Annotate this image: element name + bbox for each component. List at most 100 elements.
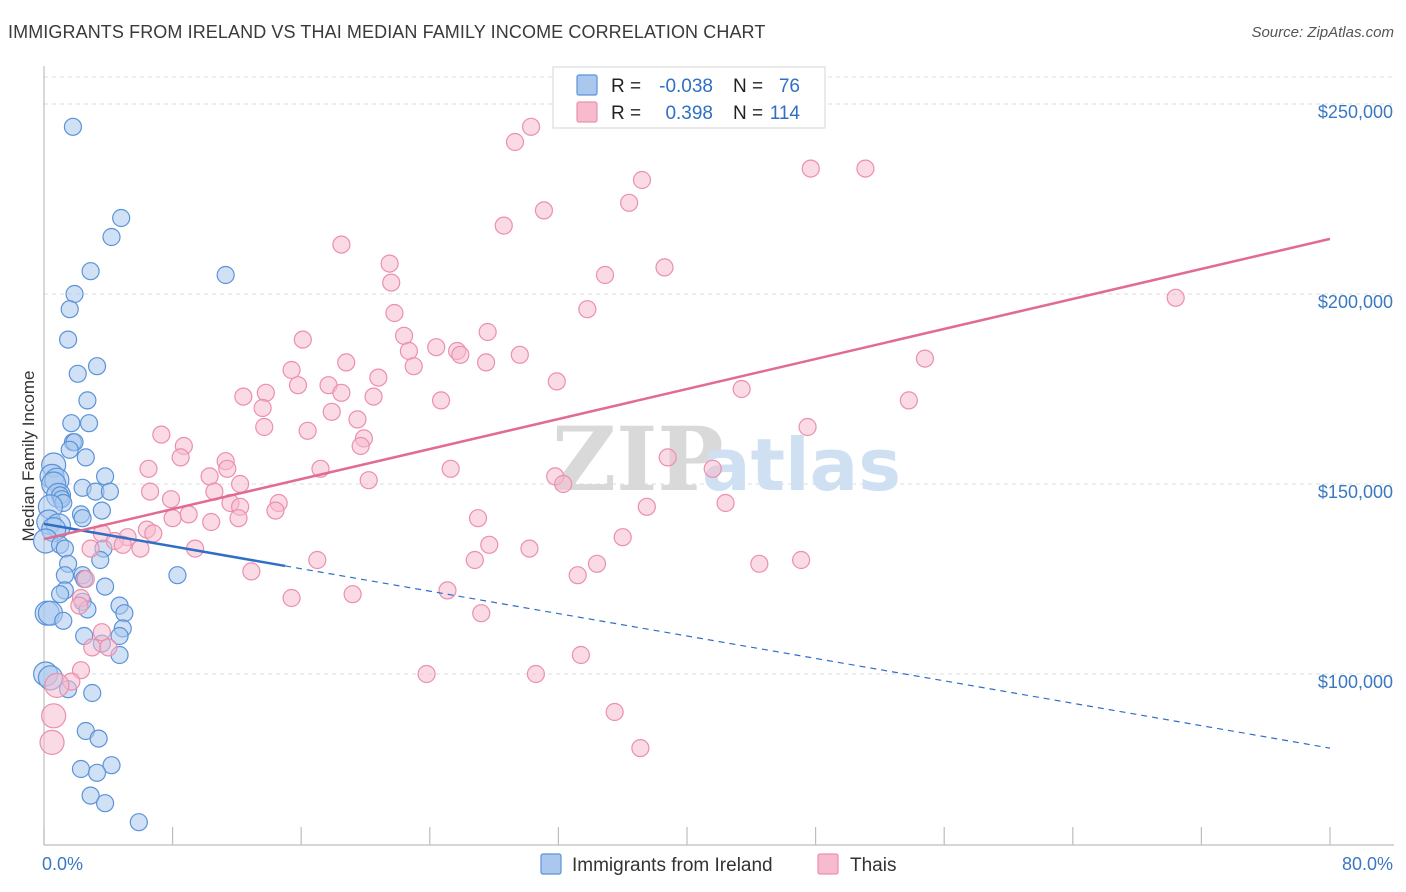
thai-point-58 — [200, 467, 219, 486]
thai-point-43 — [255, 417, 274, 437]
thai-point-5 — [620, 193, 639, 212]
ireland-point-70 — [81, 786, 100, 805]
legend-ireland-n-value: 76 — [779, 76, 800, 97]
thai-point-44 — [298, 421, 317, 440]
thai-point-14 — [578, 300, 597, 319]
thai-point-4 — [632, 170, 652, 190]
ireland-point-15 — [60, 440, 79, 459]
thai-point-59 — [231, 474, 250, 494]
ireland-point-55 — [54, 611, 73, 630]
thai-point-65 — [161, 490, 181, 509]
thai-point-103 — [92, 623, 111, 642]
thai-point-38 — [732, 379, 751, 399]
thai-point-76 — [202, 512, 221, 532]
thai-point-78 — [144, 524, 163, 543]
trend-line-thai — [43, 237, 1331, 541]
thai-point-72 — [163, 509, 182, 528]
ireland-point-16 — [76, 448, 95, 467]
thai-point-41 — [322, 402, 341, 421]
ireland-point-7 — [59, 330, 78, 349]
thai-point-113 — [41, 703, 67, 729]
thai-point-102 — [472, 604, 491, 623]
thai-point-74 — [637, 497, 656, 516]
thai-point-33 — [547, 372, 566, 391]
bottom-legend-swatch-thai — [817, 853, 839, 875]
ireland-point-42 — [55, 566, 74, 585]
thai-point-27 — [915, 349, 935, 368]
thai-point-101 — [70, 596, 89, 615]
thai-point-28 — [282, 360, 301, 380]
thai-point-85 — [520, 539, 539, 558]
ireland-point-71 — [95, 794, 115, 813]
ireland-point-0 — [63, 117, 83, 136]
thai-point-17 — [394, 326, 414, 345]
top-legend-box — [552, 66, 826, 129]
trend-lines — [43, 237, 1331, 749]
thai-point-42 — [348, 410, 367, 429]
thai-point-34 — [234, 387, 253, 406]
thai-point-105 — [99, 638, 118, 657]
bottom-legend-swatch-ireland — [540, 853, 562, 875]
y-tick-labels: $100,000 $150,000 $200,000 $250,000 — [1318, 102, 1393, 692]
thai-point-2 — [801, 159, 820, 178]
ireland-point-38 — [55, 539, 74, 558]
thai-point-9 — [380, 254, 399, 273]
thai-point-71 — [179, 505, 198, 524]
thai-point-60 — [359, 471, 378, 490]
thai-point-24 — [337, 353, 356, 372]
thai-point-29 — [256, 383, 275, 402]
thai-point-82 — [113, 535, 132, 554]
thai-point-0 — [521, 117, 541, 136]
ireland-point-52 — [115, 604, 134, 623]
thai-point-26 — [476, 353, 496, 372]
thai-point-40 — [253, 398, 272, 418]
ireland-point-11 — [62, 414, 81, 433]
x-tick-labels: 0.0% 80.0% — [42, 854, 1393, 874]
legend-ireland-r-value: -0.038 — [659, 76, 713, 97]
thai-point-75 — [468, 509, 488, 528]
ireland-point-3 — [81, 262, 100, 281]
y-tick-label-0: $100,000 — [1318, 672, 1393, 692]
ireland-point-1 — [112, 208, 131, 228]
thai-point-21 — [399, 341, 419, 361]
thai-point-45 — [798, 417, 817, 437]
y-tick-label-3: $250,000 — [1318, 102, 1393, 122]
ireland-point-24 — [100, 482, 120, 501]
watermark-atlas: atlas — [702, 423, 901, 507]
top-legend: R = -0.038 N = 76 R = 0.398 N = 114 — [552, 66, 826, 129]
ireland-point-48 — [50, 585, 70, 604]
thai-point-3 — [856, 159, 875, 178]
thai-point-15 — [1166, 288, 1185, 307]
thai-point-63 — [140, 482, 160, 501]
thai-point-23 — [451, 345, 470, 364]
y-axis-title: Median Family Income — [19, 370, 38, 541]
watermark: ZIP atlas — [552, 407, 901, 511]
ireland-point-66 — [89, 729, 108, 748]
x-tick-label-min: 0.0% — [42, 854, 83, 874]
ireland-point-32 — [73, 509, 92, 528]
legend-swatch-thai — [576, 101, 598, 123]
x-tick-label-max: 80.0% — [1342, 854, 1393, 874]
thai-point-52 — [658, 448, 677, 467]
thai-point-16 — [478, 322, 497, 342]
thai-point-8 — [332, 235, 351, 254]
ireland-point-67 — [102, 756, 121, 775]
bottom-legend-thai: Thais — [850, 855, 896, 876]
series-thai-points — [39, 117, 1185, 758]
thai-point-88 — [81, 539, 100, 558]
thai-point-13 — [385, 303, 404, 323]
thai-point-111 — [44, 672, 70, 699]
ireland-point-44 — [168, 566, 187, 585]
ireland-point-58 — [110, 626, 129, 646]
y-tick-label-2: $200,000 — [1318, 292, 1393, 312]
legend-ireland-r-label: R = — [611, 76, 641, 97]
thai-point-68 — [716, 493, 735, 513]
thai-point-70 — [266, 501, 285, 520]
thai-point-115 — [39, 729, 65, 756]
thai-point-104 — [83, 638, 102, 657]
thai-point-108 — [417, 664, 436, 684]
thai-point-97 — [438, 581, 457, 600]
legend-thai-r-label: R = — [611, 103, 641, 124]
thai-point-7 — [494, 216, 513, 235]
